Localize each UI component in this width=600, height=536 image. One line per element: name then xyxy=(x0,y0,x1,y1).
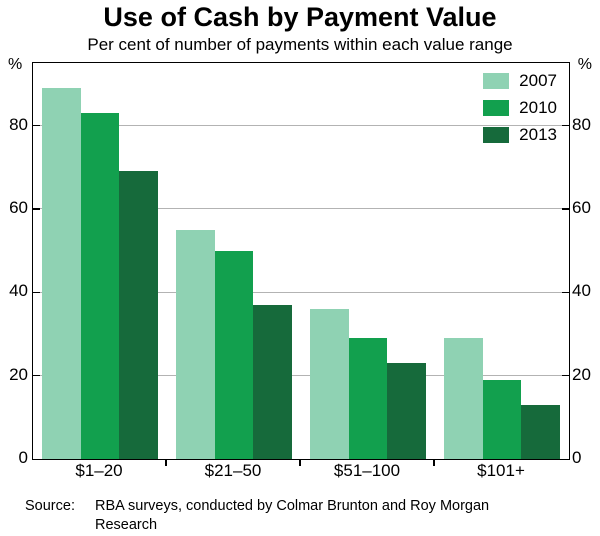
x-tick-mark xyxy=(165,459,167,466)
bar-2010-4 xyxy=(482,379,522,459)
x-axis-tick-label: $51–100 xyxy=(333,461,401,480)
y-axis-labels-right: 0 20 40 60 80 xyxy=(572,62,600,466)
y-axis-tick-label: 20 xyxy=(9,364,28,384)
legend-swatch-2010 xyxy=(483,100,510,116)
y-tick-mark xyxy=(33,291,40,293)
bar-2010-3 xyxy=(348,338,388,459)
y-tick-mark xyxy=(33,124,40,127)
y-tick-mark xyxy=(562,208,569,210)
bar-2007-3 xyxy=(309,308,349,459)
x-tick-mark xyxy=(299,459,301,466)
y-axis-labels-left: 0 20 40 60 80 xyxy=(0,62,28,466)
gridline xyxy=(33,125,569,127)
legend-item-2007: 2007 xyxy=(483,71,557,91)
source-text: RBA surveys, conducted by Colmar Brunton… xyxy=(95,498,490,533)
x-axis-tick-label: $101+ xyxy=(477,461,525,480)
legend-label-2010: 2010 xyxy=(519,98,557,117)
y-axis-tick-label: 0 xyxy=(572,448,582,467)
legend-swatch-2007 xyxy=(483,73,510,89)
y-axis-tick-label: 80 xyxy=(9,114,28,134)
bar-2007-1 xyxy=(41,88,81,459)
y-tick-mark xyxy=(562,124,569,127)
y-axis-tick-label: 0 xyxy=(18,448,28,467)
bar-2013-4 xyxy=(521,404,561,459)
y-tick-mark xyxy=(562,291,569,293)
gridline xyxy=(33,375,569,377)
bar-2010-1 xyxy=(80,113,120,459)
chart-title: Use of Cash by Payment Value xyxy=(103,2,497,32)
legend-label-2013: 2013 xyxy=(519,125,557,144)
x-axis-tick-label: $21–50 xyxy=(204,461,262,480)
source-label: Source: xyxy=(25,498,75,514)
plot-area: 2007 2010 2013 xyxy=(32,62,570,460)
gridline xyxy=(33,208,569,210)
y-axis-tick-label: 20 xyxy=(572,364,591,384)
gridline xyxy=(33,291,569,293)
bar-2007-4 xyxy=(443,338,483,459)
bar-2007-2 xyxy=(175,229,215,459)
y-axis-unit-right: % xyxy=(577,56,592,73)
x-tick-mark xyxy=(433,459,435,466)
y-tick-mark xyxy=(562,374,569,377)
bar-2013-2 xyxy=(253,304,293,459)
legend-item-2010: 2010 xyxy=(483,98,557,118)
legend-swatch-2013 xyxy=(483,127,510,143)
y-axis-tick-label: 80 xyxy=(572,114,591,134)
source-note: Source: RBA surveys, conducted by Colmar… xyxy=(25,497,585,535)
bar-2010-2 xyxy=(214,250,254,459)
y-tick-mark xyxy=(33,374,40,377)
y-axis-unit-left: % xyxy=(8,56,23,73)
bar-2013-3 xyxy=(387,363,427,459)
y-axis-tick-label: 60 xyxy=(9,197,28,217)
x-axis-labels: $1–20 $21–50 $51–100 $101+ xyxy=(32,461,568,483)
y-tick-mark xyxy=(33,208,40,210)
y-axis-tick-label: 40 xyxy=(9,281,28,301)
chart-subtitle: Per cent of number of payments within ea… xyxy=(87,35,513,54)
bar-2013-1 xyxy=(119,171,159,459)
x-axis-tick-label: $1–20 xyxy=(75,461,123,480)
y-axis-tick-label: 40 xyxy=(572,281,591,301)
legend: 2007 2010 2013 xyxy=(483,71,557,145)
legend-item-2013: 2013 xyxy=(483,125,557,145)
y-axis-tick-label: 60 xyxy=(572,197,591,217)
legend-label-2007: 2007 xyxy=(519,71,557,90)
